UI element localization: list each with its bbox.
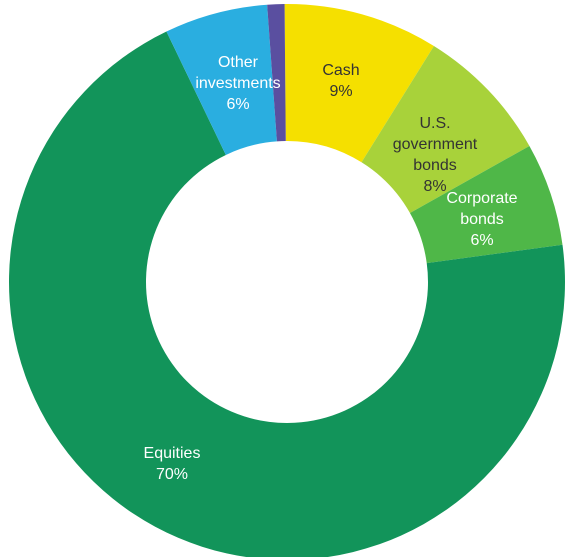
slice-label-3: Equities 70%: [144, 445, 201, 483]
slice-label-4-line-1: investments: [195, 75, 280, 92]
slice-label-3-line-0: Equities: [144, 445, 201, 462]
slice-label-1: U.S. government bonds 8%: [393, 115, 478, 195]
slice-label-4-line-2: 6%: [226, 96, 249, 113]
slice-label-1-line-3: 8%: [423, 178, 446, 195]
slice-label-0-line-1: 9%: [329, 83, 352, 100]
slice-1: [361, 45, 530, 213]
slice-label-2-line-2: 6%: [470, 232, 493, 249]
slice-label-0: Cash 9%: [322, 62, 359, 100]
slice-label-4-line-0: Other: [218, 54, 259, 71]
slice-2: [409, 145, 563, 264]
slice-label-1-line-2: bonds: [413, 157, 457, 174]
slice-label-1-line-1: government: [393, 136, 478, 153]
slice-label-0-line-0: Cash: [322, 62, 359, 79]
slice-label-2: Corporate bonds 6%: [446, 190, 517, 249]
slice-5: [267, 4, 286, 142]
slice-label-3-line-1: 70%: [156, 466, 188, 483]
slice-0: [284, 4, 434, 163]
slice-label-1-line-0: U.S.: [419, 115, 450, 132]
slice-3: [9, 31, 565, 557]
slice-label-2-line-1: bonds: [460, 211, 504, 228]
slice-label-2-line-0: Corporate: [446, 190, 517, 207]
slice-4: [166, 4, 277, 155]
slice-label-4: Other investments 6%: [195, 54, 280, 113]
